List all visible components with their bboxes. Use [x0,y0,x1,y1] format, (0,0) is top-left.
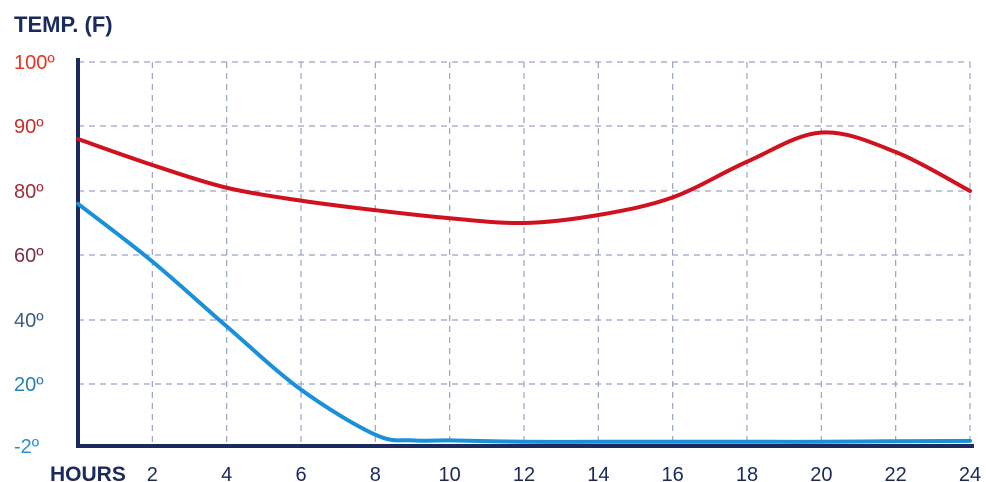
y-axis-title: TEMP. (F) [14,12,113,37]
gridlines [78,61,971,446]
y-tick-labels: 100º 90º 80º 60º 40º 20º -2º [14,52,55,458]
x-tick-label: 14 [587,464,609,482]
x-tick-label: 2 [147,464,158,482]
y-tick-label: 20º [14,374,44,396]
x-tick-label: 8 [370,464,381,482]
series-line-blue [76,201,972,444]
y-tick-label: 80º [14,181,44,203]
x-tick-label: 16 [662,464,684,482]
x-tick-label: 22 [885,464,907,482]
axes [76,58,974,448]
x-tick-label: 6 [295,464,306,482]
y-tick-label: 40º [14,310,44,332]
x-tick-label: 4 [221,464,232,482]
series-lines [76,130,972,444]
x-tick-label: 12 [513,464,535,482]
series-line-red [76,130,972,226]
y-tick-label: 90º [14,116,44,138]
y-tick-label: 60º [14,245,44,267]
y-tick-label: -2º [14,436,40,458]
y-tick-label: 100º [14,52,55,74]
x-tick-labels: 2 4 6 8 10 12 14 16 18 20 22 24 [147,464,981,482]
x-tick-label: 10 [439,464,461,482]
x-axis-title: HOURS [50,463,126,482]
x-tick-label: 18 [736,464,758,482]
x-tick-label: 24 [959,464,981,482]
x-tick-label: 20 [810,464,832,482]
